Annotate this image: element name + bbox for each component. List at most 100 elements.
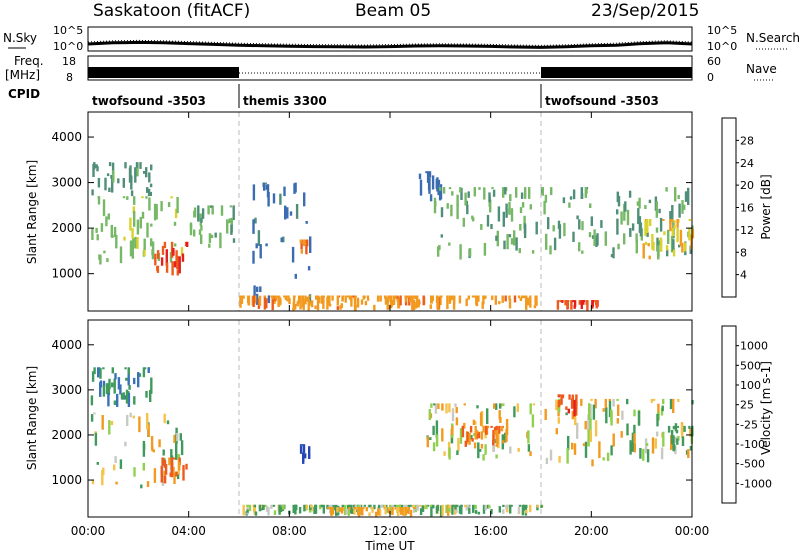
colorbar-tick-label: 1000 bbox=[740, 340, 768, 353]
data-cell bbox=[454, 403, 457, 407]
data-cell bbox=[280, 237, 283, 243]
data-cell bbox=[676, 219, 679, 228]
data-cell bbox=[322, 504, 325, 514]
cpid-label: CPID bbox=[8, 87, 40, 101]
data-cell bbox=[124, 162, 127, 169]
data-cell bbox=[146, 222, 149, 238]
data-cell bbox=[258, 295, 262, 306]
data-cell bbox=[517, 295, 521, 299]
data-cell bbox=[113, 378, 116, 394]
data-cell bbox=[279, 504, 283, 513]
data-cell bbox=[451, 191, 454, 196]
data-cell bbox=[178, 256, 181, 274]
data-cell bbox=[504, 432, 507, 443]
data-cell bbox=[409, 509, 413, 517]
data-cell bbox=[497, 206, 501, 222]
data-cell bbox=[353, 507, 356, 510]
data-cell bbox=[448, 242, 451, 246]
cpid-segment-label: twofsound -3503 bbox=[545, 94, 659, 108]
data-cell bbox=[394, 507, 397, 510]
data-cell bbox=[455, 407, 458, 414]
data-cell bbox=[168, 457, 171, 466]
data-cell bbox=[173, 261, 177, 268]
colorbar-tick-label: -100 bbox=[740, 438, 765, 451]
data-cell bbox=[465, 298, 468, 307]
data-cell bbox=[456, 203, 459, 220]
data-cell bbox=[143, 171, 146, 174]
data-cell bbox=[505, 428, 508, 442]
data-cell bbox=[576, 215, 579, 220]
noise-panel: N.Sky 10^5 10^0 10^5 10^0 N.Search bbox=[3, 24, 800, 53]
data-cell bbox=[93, 367, 96, 375]
data-cell bbox=[297, 300, 300, 304]
freq-right-tick-bottom: 0 bbox=[707, 71, 714, 84]
nsky-trace bbox=[87, 40, 693, 49]
data-cell bbox=[657, 403, 660, 420]
data-cell bbox=[174, 208, 178, 219]
data-cell bbox=[580, 187, 583, 199]
data-cell bbox=[214, 232, 217, 238]
noise-left-tick-bottom: 10^0 bbox=[53, 40, 83, 53]
data-cell bbox=[689, 245, 692, 254]
data-cell bbox=[409, 295, 413, 302]
data-cell bbox=[300, 249, 303, 254]
data-cell bbox=[646, 232, 649, 237]
data-cell bbox=[124, 395, 127, 400]
data-cell bbox=[519, 207, 523, 213]
data-cell bbox=[425, 171, 428, 174]
data-cell bbox=[133, 210, 136, 227]
data-cell bbox=[531, 250, 535, 254]
data-cell bbox=[691, 229, 695, 239]
data-cell bbox=[106, 173, 110, 177]
data-cell bbox=[443, 451, 446, 456]
velocity-colorbar-label: Velocity [m s-1] bbox=[759, 361, 773, 455]
data-cell bbox=[96, 234, 99, 241]
data-cell bbox=[326, 504, 329, 510]
data-cell bbox=[486, 408, 489, 425]
data-cell bbox=[161, 457, 164, 466]
data-cell bbox=[409, 504, 412, 507]
data-cell bbox=[510, 238, 514, 245]
data-cell bbox=[660, 408, 664, 416]
data-cell bbox=[658, 208, 661, 214]
data-cell bbox=[662, 219, 665, 221]
data-cell bbox=[681, 242, 684, 253]
data-cell bbox=[670, 430, 674, 445]
data-cell bbox=[208, 233, 212, 243]
data-cell bbox=[612, 247, 615, 259]
colorbar-tick-label: 100 bbox=[740, 379, 761, 392]
data-cell bbox=[656, 237, 659, 252]
data-cell bbox=[365, 507, 368, 510]
data-cell bbox=[112, 170, 115, 183]
data-cell bbox=[604, 398, 607, 408]
data-cell bbox=[119, 384, 122, 395]
data-cell bbox=[278, 504, 281, 515]
data-cell bbox=[519, 224, 522, 231]
data-cell bbox=[293, 295, 296, 298]
data-cell bbox=[97, 177, 101, 188]
data-cell bbox=[450, 433, 454, 444]
data-cell bbox=[123, 236, 126, 241]
data-cell bbox=[114, 456, 117, 463]
data-cell bbox=[96, 462, 99, 465]
data-cell bbox=[513, 406, 516, 418]
data-cell bbox=[322, 295, 325, 309]
data-cell bbox=[665, 245, 669, 251]
data-cell bbox=[451, 504, 454, 515]
data-cell bbox=[314, 504, 317, 512]
data-cell bbox=[139, 162, 142, 169]
data-cell bbox=[413, 295, 416, 299]
data-cell bbox=[610, 254, 614, 258]
data-cell bbox=[348, 295, 352, 300]
data-cell bbox=[656, 431, 659, 437]
data-cell bbox=[536, 504, 539, 511]
data-cell bbox=[575, 407, 578, 416]
data-cell bbox=[422, 295, 425, 306]
data-cell bbox=[448, 403, 451, 413]
data-cell bbox=[116, 393, 119, 407]
data-cell bbox=[616, 209, 619, 215]
data-cell bbox=[384, 296, 388, 305]
data-cell bbox=[458, 505, 462, 514]
data-cell bbox=[466, 204, 469, 215]
data-cell bbox=[127, 367, 130, 375]
